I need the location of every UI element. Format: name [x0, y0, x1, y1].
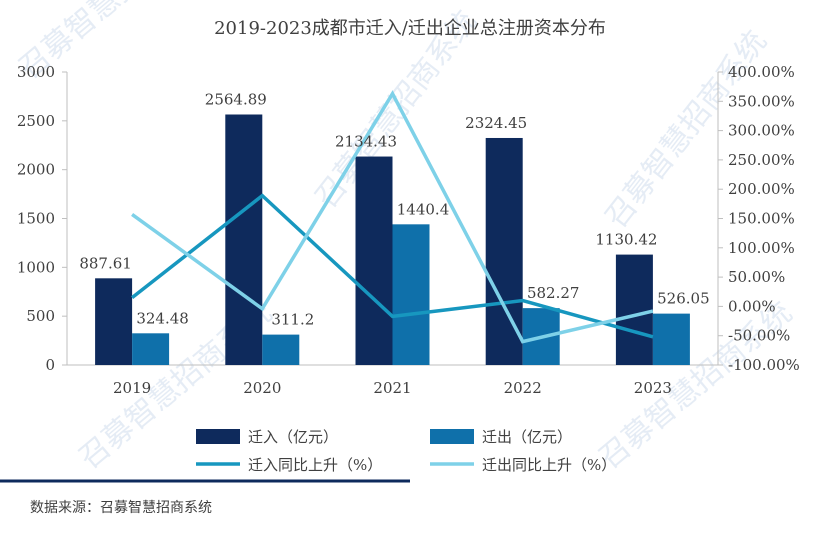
x-tick-label: 2023 [634, 379, 672, 397]
y-tick-label: 0 [45, 356, 55, 374]
data-label: 2324.45 [465, 114, 527, 132]
legend-swatch [430, 429, 474, 444]
legend-label: 迁入同比上升（%） [248, 456, 382, 474]
data-label: 582.27 [527, 284, 580, 302]
data-label: 887.61 [79, 254, 132, 272]
y-tick-label: 3000 [17, 63, 55, 81]
y-tick-label: 2000 [17, 161, 55, 179]
data-label: 1440.4 [397, 200, 450, 218]
y-tick-label: 2500 [17, 112, 55, 130]
bar-in [615, 254, 653, 365]
y2-tick-label: 300.00% [728, 122, 795, 140]
lines [131, 90, 654, 344]
bar-in [225, 114, 263, 365]
x-tick-label: 2019 [113, 379, 151, 397]
y2-tick-label: 250.00% [728, 151, 795, 169]
legend-label: 迁入（亿元） [248, 428, 338, 446]
bar-out [392, 224, 430, 365]
legend-swatch [196, 429, 240, 444]
y2-tick-label: 400.00% [728, 63, 795, 81]
x-tick-label: 2022 [504, 379, 542, 397]
legend-label: 迁出同比上升（%） [482, 456, 616, 474]
line-series-in-growth [131, 193, 654, 339]
data-labels: 887.61 2564.89 2134.43 2324.45 1130.42 324.48… [79, 90, 709, 328]
bar-out [132, 333, 170, 365]
x-tick-label: 2020 [243, 379, 281, 397]
bar-in [95, 278, 133, 365]
chart-title: 2019-2023成都市迁入/迁出企业总注册资本分布 [214, 18, 606, 39]
y-tick-label: 500 [26, 307, 55, 325]
bar-in [355, 156, 393, 365]
data-label: 1130.42 [595, 231, 657, 249]
bar-out [262, 334, 300, 365]
legend: 迁入（亿元） 迁出（亿元） 迁入同比上升（%） 迁出同比上升（%） [196, 428, 616, 474]
data-label: 311.2 [271, 311, 314, 329]
x-tick-label: 2021 [373, 379, 411, 397]
y-tick-label: 1000 [17, 258, 55, 276]
line-series-out-growth [131, 90, 654, 344]
data-label: 2564.89 [205, 90, 267, 108]
y2-tick-label: -50.00% [728, 327, 790, 345]
source-text: 数据来源：召募智慧招商系统 [30, 500, 212, 516]
y2-tick-label: -100.00% [728, 356, 800, 374]
y2-tick-label: 50.00% [728, 268, 785, 286]
y2-tick-label: 150.00% [728, 210, 795, 228]
bars [95, 114, 690, 365]
data-label: 526.05 [657, 290, 710, 308]
data-label: 324.48 [136, 309, 189, 327]
y2-tick-label: 350.00% [728, 92, 795, 110]
y2-tick-label: 200.00% [728, 180, 795, 198]
legend-label: 迁出（亿元） [482, 428, 572, 446]
y2-tick-label: 100.00% [728, 239, 795, 257]
bar-out [652, 313, 690, 365]
y2-tick-label: 0.00% [728, 297, 776, 315]
y-tick-label: 1500 [17, 210, 55, 228]
data-label: 2134.43 [335, 133, 397, 151]
